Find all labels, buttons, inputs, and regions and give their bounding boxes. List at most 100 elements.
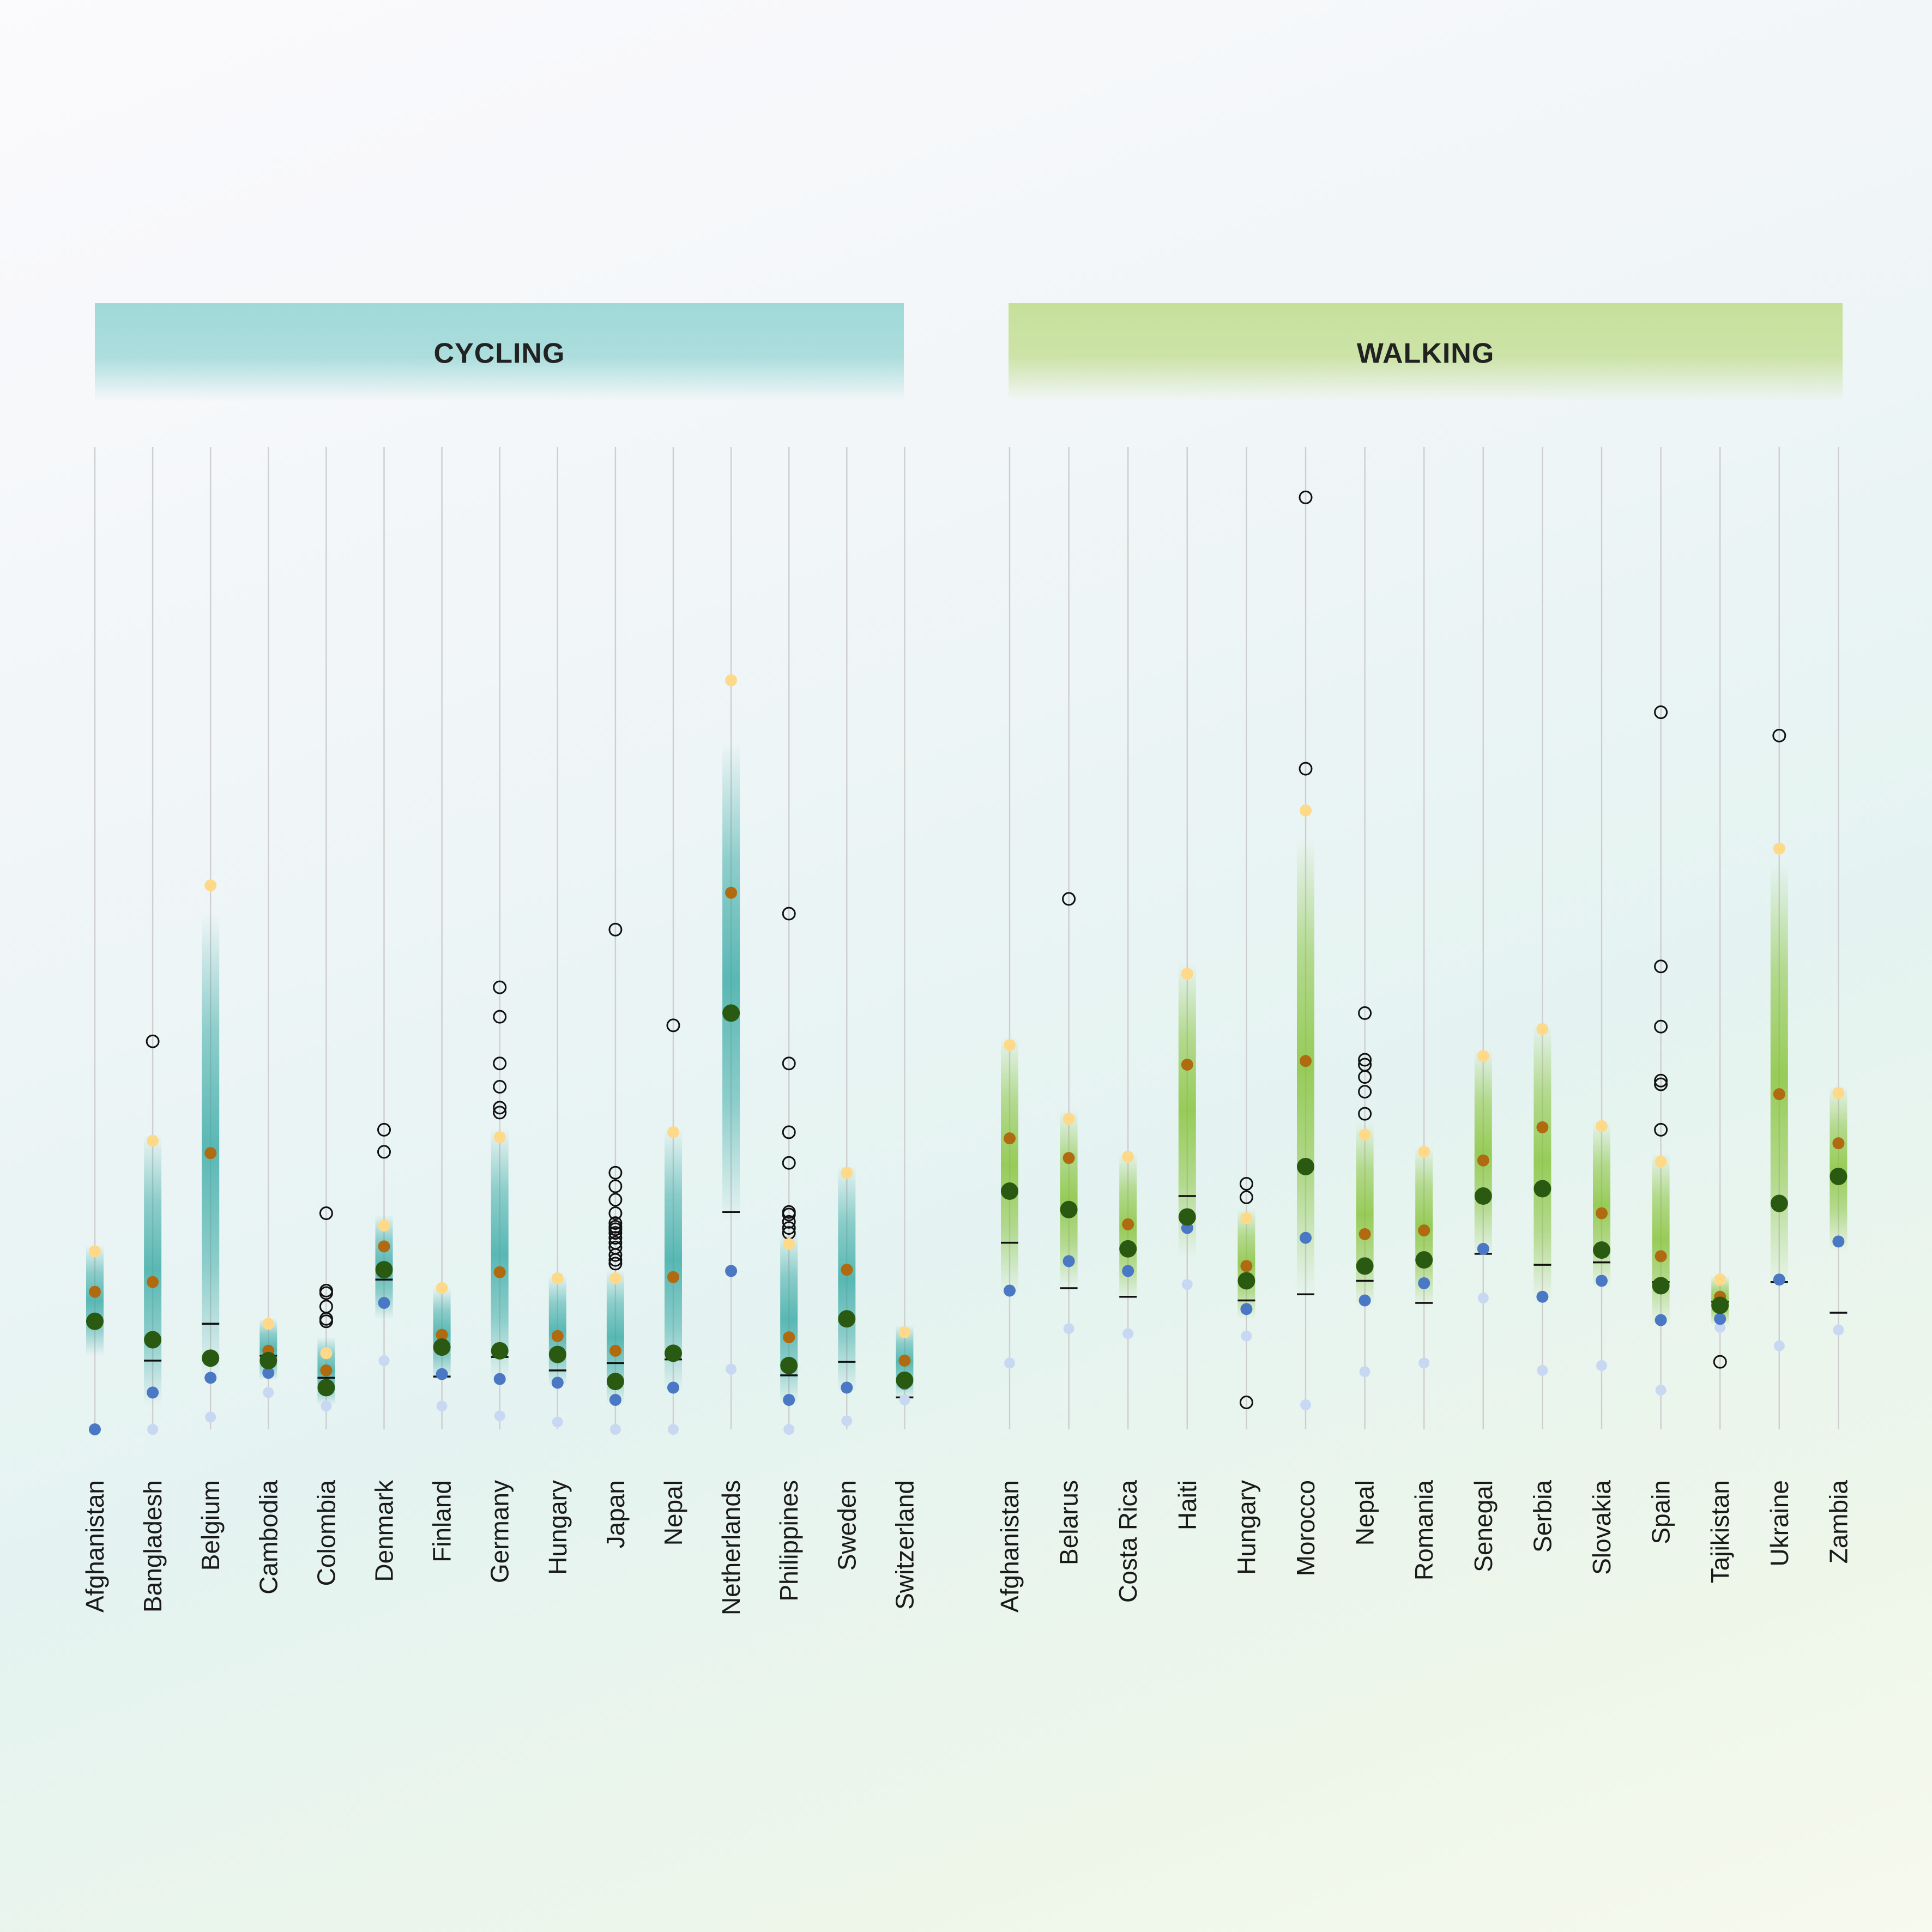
cycling-germany-outlier-5 <box>493 980 507 994</box>
walking-morocco-strip <box>1297 490 1314 1410</box>
cycling-denmark-point-very-high <box>378 1219 390 1232</box>
walking-spain-strip <box>1652 705 1670 1396</box>
cycling-denmark-point-center <box>375 1261 393 1279</box>
walking-afghanistan-point-low <box>1004 1284 1016 1297</box>
cycling-germany-point-center <box>491 1342 509 1360</box>
walking-tajikistan-point-center <box>1711 1296 1729 1314</box>
cycling-sweden-point-high <box>841 1264 853 1276</box>
walking-serbia-point-low <box>1536 1290 1549 1303</box>
cycling-cambodia-point-center <box>259 1351 277 1369</box>
walking-ukraine-strip <box>1770 728 1788 1351</box>
walking-ukraine-point-center <box>1770 1194 1788 1212</box>
cycling-denmark-point-very-low <box>378 1355 390 1366</box>
cycling-philippines-strip <box>780 907 798 1435</box>
walking-hungary-point-very-low <box>1241 1330 1252 1342</box>
cycling-colombia-outlier-4 <box>319 1283 333 1297</box>
walking-belarus-outlier-0 <box>1062 892 1076 906</box>
walking-haiti-strip <box>1178 968 1196 1290</box>
walking-serbia-point-high <box>1536 1121 1549 1133</box>
cycling-philippines-point-very-low <box>783 1424 795 1435</box>
cycling-hungary-point-high <box>551 1330 564 1342</box>
cycling-germany-outlier-3 <box>493 1056 507 1071</box>
walking-romania-point-low <box>1418 1277 1430 1289</box>
walking-banner-background <box>1009 303 1843 401</box>
cycling-belgium-label: Belgium <box>196 1480 225 1571</box>
cycling-finland-point-low <box>436 1368 448 1380</box>
walking-tajikistan-label: Tajikistan <box>1706 1480 1734 1583</box>
cycling-denmark-point-low <box>378 1296 390 1309</box>
cycling-japan-outlier-3 <box>608 1241 623 1255</box>
cycling-colombia-outlier-2 <box>319 1300 333 1314</box>
walking-afghanistan-band <box>1001 1036 1018 1295</box>
walking-slovakia-point-center <box>1593 1241 1610 1259</box>
walking-spain-outlier-0 <box>1654 1122 1668 1137</box>
cycling-bangladesh-point-low <box>147 1386 159 1399</box>
country-labels: Afghanistan Bangladesh Belgium Cambodia Colo… <box>81 1480 1852 1615</box>
walking-serbia-strip <box>1533 1023 1551 1376</box>
cycling-japan-outlier-8 <box>608 1219 623 1234</box>
walking-spain-outlier-2 <box>1654 1073 1668 1088</box>
walking-costa-rica-label: Costa Rica <box>1114 1480 1142 1603</box>
cycling-nepal-point-very-low <box>668 1424 679 1435</box>
walking-ukraine-outlier-0 <box>1772 728 1786 742</box>
cycling-hungary-strip <box>548 1272 566 1428</box>
walking-spain-point-low <box>1655 1314 1667 1326</box>
cycling-bangladesh-point-high <box>147 1276 159 1288</box>
cycling-colombia-label: Colombia <box>312 1480 340 1586</box>
walking-zambia-point-center <box>1830 1167 1848 1185</box>
cycling-philippines-outlier-6 <box>782 1125 796 1139</box>
walking-haiti-point-center <box>1178 1208 1196 1226</box>
cycling-bangladesh-point-center <box>144 1331 162 1349</box>
walking-costa-rica-point-very-high <box>1122 1150 1134 1163</box>
walking-costa-rica-point-very-low <box>1122 1328 1134 1339</box>
cycling-netherlands-point-high <box>725 886 738 899</box>
walking-haiti-point-very-high <box>1181 968 1193 980</box>
cycling-nepal-strip <box>665 1018 682 1435</box>
walking-tajikistan-point-very-high <box>1714 1273 1726 1286</box>
walking-belarus-point-high <box>1062 1152 1075 1164</box>
cycling-sweden-point-center <box>838 1310 856 1328</box>
cycling-denmark-outlier-1 <box>377 1122 391 1137</box>
walking-senegal-point-low <box>1477 1242 1489 1255</box>
cycling-belgium-point-very-high <box>204 879 217 892</box>
walking-afghanistan-point-high <box>1004 1132 1016 1145</box>
walking-morocco-point-very-low <box>1300 1399 1311 1410</box>
walking-morocco-band <box>1297 840 1314 1295</box>
walking-hungary-point-high <box>1240 1260 1253 1272</box>
cycling-japan-point-very-high <box>609 1272 621 1284</box>
walking-tajikistan-outlier-0 <box>1713 1355 1727 1369</box>
cycling-germany-label: Germany <box>486 1480 514 1583</box>
cycling-switzerland-point-high <box>898 1354 911 1367</box>
walking-serbia-point-very-low <box>1537 1365 1548 1376</box>
cycling-afghanistan-point-very-high <box>89 1245 101 1258</box>
cycling-finland-label: Finland <box>428 1480 456 1562</box>
cycling-philippines-outlier-8 <box>782 907 796 921</box>
cycling-philippines-outlier-5 <box>782 1156 796 1170</box>
cycling-afghanistan-strip <box>86 1245 104 1435</box>
cycling-colombia-point-center <box>317 1379 335 1397</box>
walking-spain-point-very-high <box>1655 1155 1667 1168</box>
walking-nepal-label: Nepal <box>1351 1480 1379 1545</box>
cycling-sweden-point-very-low <box>841 1415 853 1427</box>
walking-spain-outlier-4 <box>1654 959 1668 974</box>
distribution-bands <box>86 741 1848 1405</box>
cycling-panel-title: CYCLING <box>434 338 565 370</box>
cycling-belgium-point-center <box>202 1349 220 1367</box>
cycling-japan-strip <box>606 922 624 1435</box>
cycling-japan-outlier-12 <box>608 1179 623 1193</box>
cycling-germany-point-very-low <box>494 1410 505 1422</box>
walking-slovakia-band <box>1593 1122 1610 1288</box>
walking-slovakia-label: Slovakia <box>1587 1480 1616 1575</box>
cycling-sweden-point-very-high <box>841 1167 853 1179</box>
walking-nepal-outlier-4 <box>1358 1053 1372 1067</box>
country-gridlines <box>94 447 1839 1429</box>
walking-tajikistan-point-low <box>1714 1313 1726 1325</box>
walking-senegal-label: Senegal <box>1469 1480 1498 1572</box>
cycling-afghanistan-label: Afghanistan <box>81 1480 109 1613</box>
walking-serbia-point-center <box>1533 1180 1551 1198</box>
walking-afghanistan-label: Afghanistan <box>995 1480 1024 1613</box>
cycling-nepal-point-center <box>665 1344 682 1362</box>
cycling-netherlands-point-low <box>725 1265 738 1277</box>
